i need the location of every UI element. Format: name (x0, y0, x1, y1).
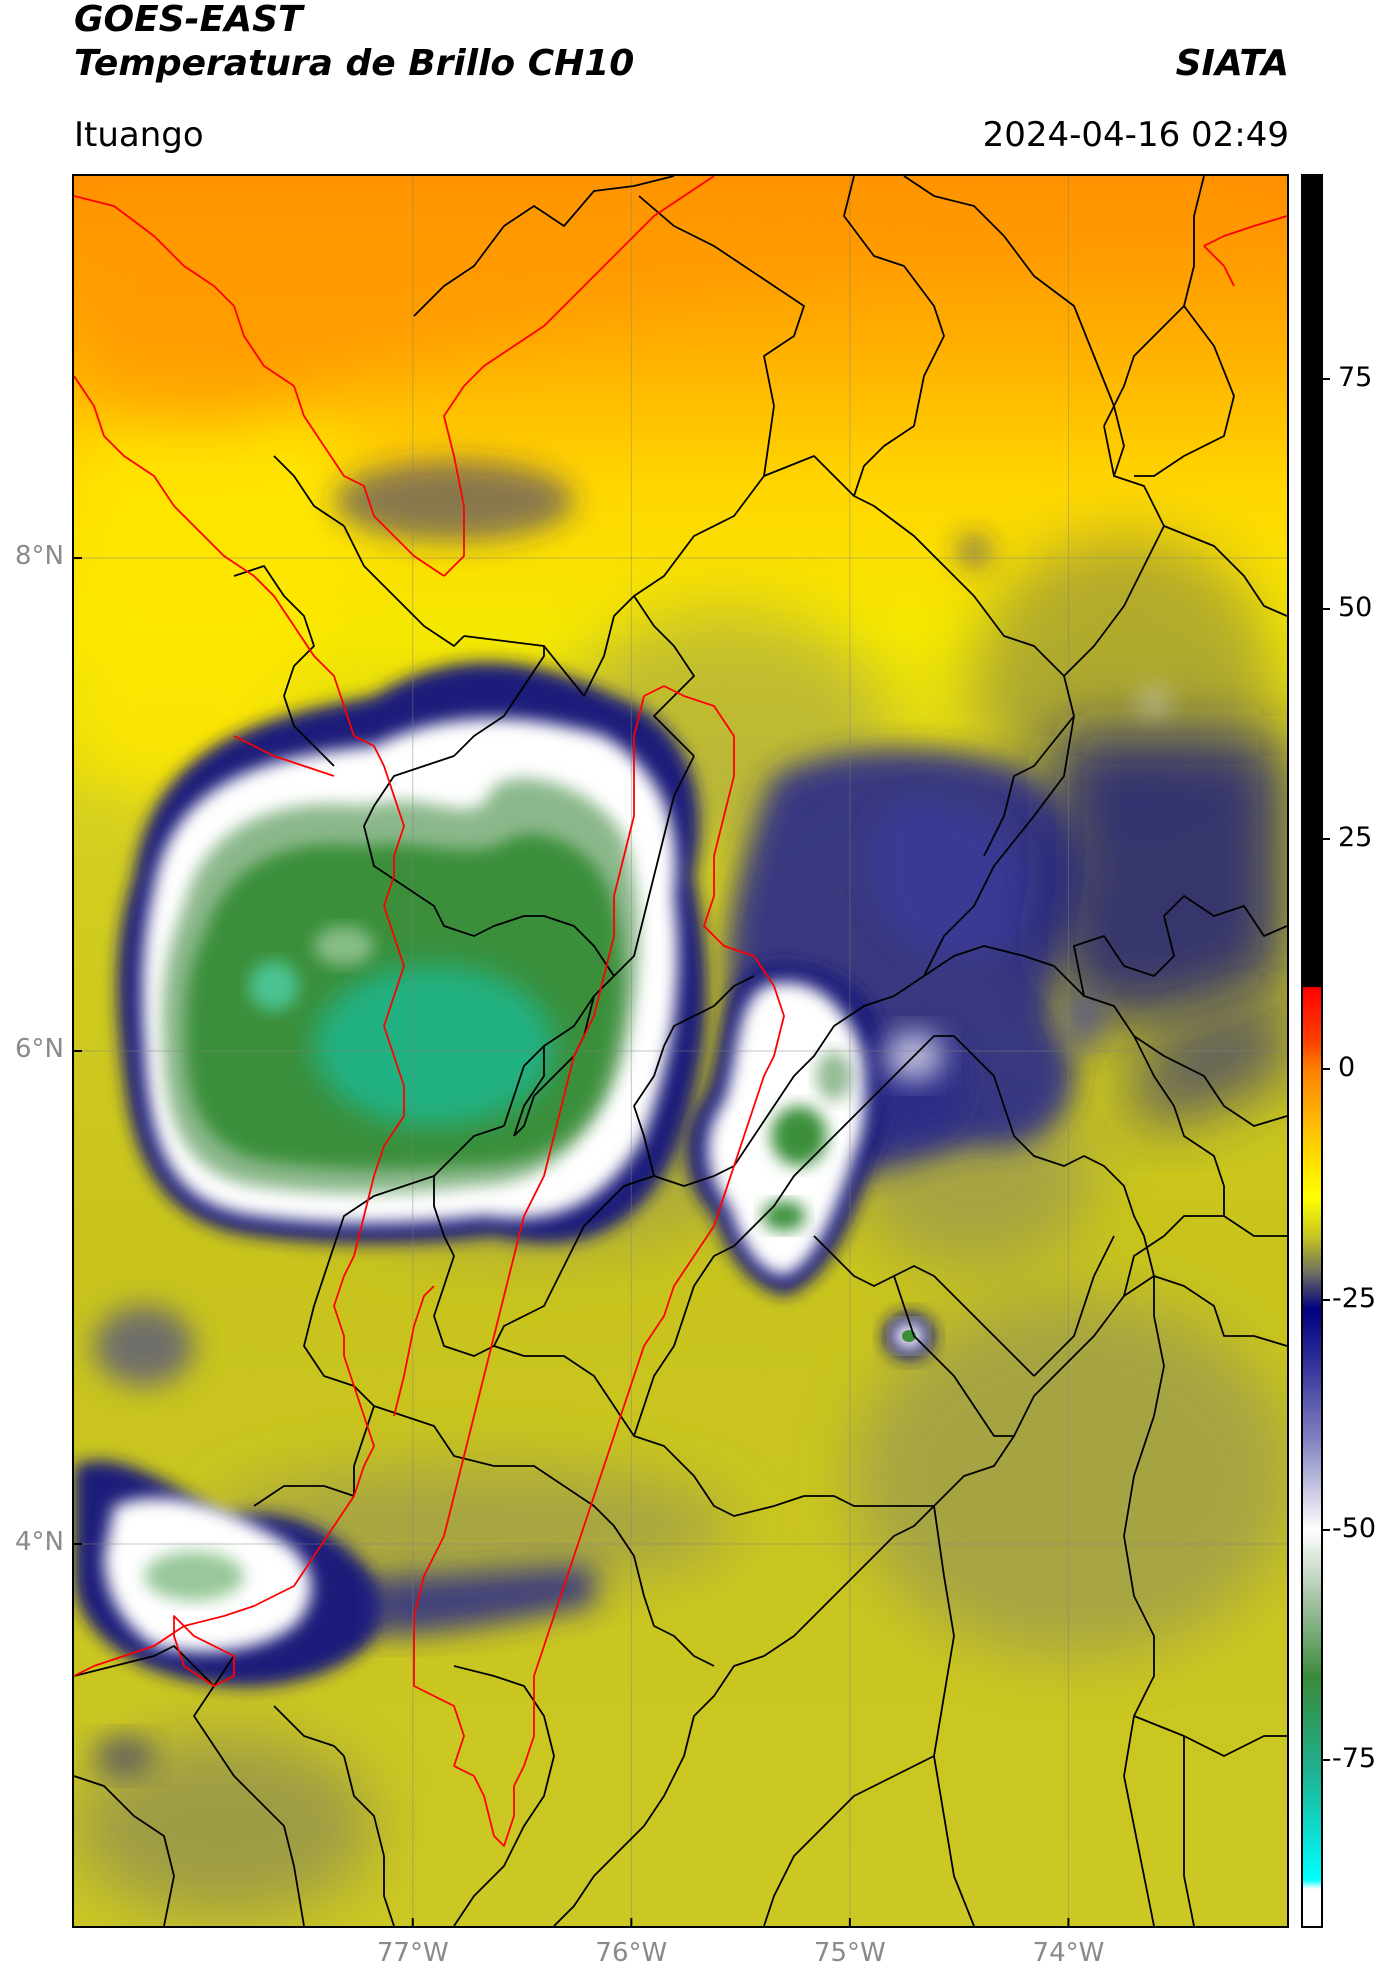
department-borders (74, 176, 1287, 1926)
convective-cloud-west (117, 662, 708, 1244)
colorbar-tick (1323, 1759, 1330, 1762)
colorbar-tick-label: 50 (1338, 591, 1373, 623)
location-label: Ituango (74, 115, 204, 155)
lat-tick-label: 8°N (15, 541, 64, 572)
colorbar-tick (1323, 1068, 1330, 1071)
colorbar-tick-label: -75 (1332, 1743, 1377, 1775)
colorbar (1301, 174, 1323, 1928)
minor-cloud-cells (94, 461, 1164, 1386)
lat-tick-label: 4°N (15, 1526, 64, 1557)
colorbar-tick (1323, 838, 1330, 841)
colorbar-tick-label: -50 (1332, 1512, 1377, 1544)
organization-label: SIATA (1175, 43, 1289, 84)
convective-cloud-southwest (74, 1460, 594, 1776)
map-svg (74, 176, 1287, 1926)
colorbar-tick-label: 0 (1338, 1052, 1356, 1084)
lat-tick-label: 6°N (15, 1034, 64, 1064)
colorbar-tick (1323, 1298, 1330, 1301)
colorbar-tick (1323, 607, 1330, 610)
colorbar-tick-label: 75 (1338, 361, 1373, 393)
map-panel (72, 174, 1289, 1928)
colorbar-tick (1323, 1528, 1330, 1531)
colorbar-tick-label: 25 (1338, 822, 1373, 854)
grid-lines (74, 176, 1287, 1926)
lon-tick-label: 75°W (813, 1938, 886, 1968)
warm-sea-region (74, 376, 374, 816)
lon-tick-label: 74°W (1032, 1938, 1105, 1968)
warm-region-top (74, 176, 1287, 426)
product-title: GOES-EAST (74, 0, 303, 40)
axis-ticks (74, 557, 1070, 1926)
coastline (74, 176, 1287, 1847)
colorbar-tick (1323, 377, 1330, 380)
colorbar-tick-label: -25 (1332, 1282, 1377, 1314)
datetime-label: 2024-04-16 02:49 (982, 115, 1289, 155)
lon-tick-label: 76°W (595, 1938, 668, 1968)
channel-title: Temperatura de Brillo CH10 (74, 43, 635, 84)
lon-tick-label: 77°W (376, 1938, 449, 1968)
